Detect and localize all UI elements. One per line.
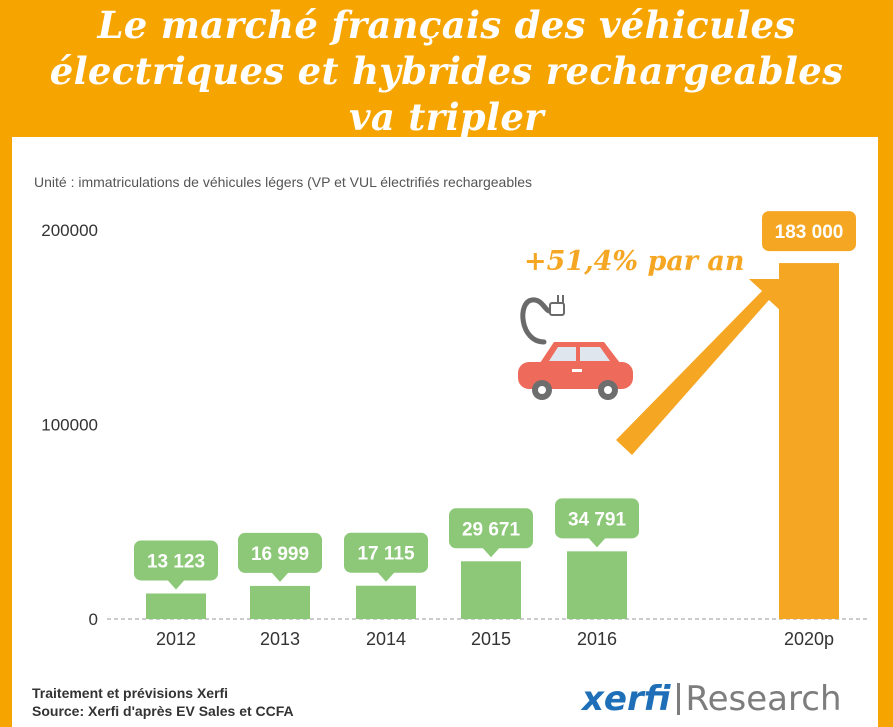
callout-bubble: [449, 508, 533, 549]
x-tick-label: 2015: [471, 629, 511, 649]
x-tick-label: 2012: [156, 629, 196, 649]
callout-pointer: [588, 537, 606, 548]
callout-bubble: [555, 498, 639, 539]
callout-bubble: [238, 532, 322, 573]
chart-panel: Unité : immatriculations de véhicules lé…: [12, 137, 878, 727]
x-axis-labels: 2012 2013 2014 2015 2016 2020p: [156, 629, 834, 649]
y-tick-label: 0: [89, 610, 98, 629]
car-window: [549, 347, 576, 361]
growth-arrow-shape: [616, 279, 782, 455]
chart-footer: Traitement et prévisions Xerfi Source: X…: [32, 684, 294, 720]
data-label: 13 123: [147, 551, 205, 572]
callout-bubble: [134, 540, 218, 581]
title-line-3: va tripler: [349, 95, 544, 139]
charging-cable: [520, 297, 556, 345]
y-axis: 0 100000 200000: [41, 221, 98, 629]
bar: [567, 551, 627, 619]
callout-bubble: [344, 532, 428, 573]
x-tick-label: 2014: [366, 629, 406, 649]
title-line-2: électriques et hybrides rechargeables: [49, 49, 844, 93]
footer-treatment: Traitement et prévisions Xerfi: [32, 685, 229, 701]
bar-chart: 0 100000 200000 13 123 16 999 17 115 29 671 34…: [41, 211, 868, 649]
bar: [250, 585, 310, 619]
callout-pointer: [482, 547, 500, 558]
bar: [356, 585, 416, 619]
wheel-hub: [538, 386, 546, 394]
footer-source: Source: Xerfi d'après EV Sales et CCFA: [32, 703, 294, 719]
bar: [146, 593, 206, 619]
plug-pin-1: [557, 295, 559, 304]
car-handle: [572, 369, 582, 372]
data-label: 29 671: [462, 519, 521, 540]
growth-arrow-icon: [616, 279, 782, 455]
y-tick-label: 200000: [41, 221, 98, 240]
y-tick-label: 100000: [41, 416, 98, 435]
plug-pin-2: [562, 295, 564, 304]
value-callouts: 13 123 16 999 17 115 29 671 34 791 183 000: [134, 211, 856, 590]
data-label: 183 000: [775, 222, 844, 243]
data-label: 16 999: [251, 544, 309, 565]
title-line-1: Le marché français des véhicules: [97, 3, 796, 47]
bar: [779, 263, 839, 619]
brand-name: xerfi: [582, 679, 671, 719]
x-tick-label: 2016: [577, 629, 617, 649]
x-tick-label: 2013: [260, 629, 300, 649]
charging-plug: [549, 302, 565, 316]
brand-logo: xerfi Research: [582, 679, 842, 719]
car-window: [580, 347, 610, 361]
chart-subtitle: Unité : immatriculations de véhicules lé…: [34, 174, 533, 190]
callout-pointer: [167, 579, 185, 590]
wheel-hub: [604, 386, 612, 394]
callout-pointer: [271, 571, 289, 582]
x-tick-label: 2020p: [784, 629, 834, 649]
data-label: 17 115: [357, 544, 414, 565]
bar: [461, 561, 521, 619]
page-title: Le marché français des véhicules électri…: [0, 2, 893, 140]
electric-car-icon: [518, 295, 633, 400]
growth-annotation: +51,4% par an: [524, 246, 745, 277]
callout-bubble: [762, 211, 856, 252]
brand-sub: Research: [685, 679, 842, 719]
bars: [146, 263, 839, 619]
data-label: 34 791: [568, 509, 627, 530]
brand-divider: [676, 683, 680, 715]
callout-pointer: [377, 571, 395, 582]
